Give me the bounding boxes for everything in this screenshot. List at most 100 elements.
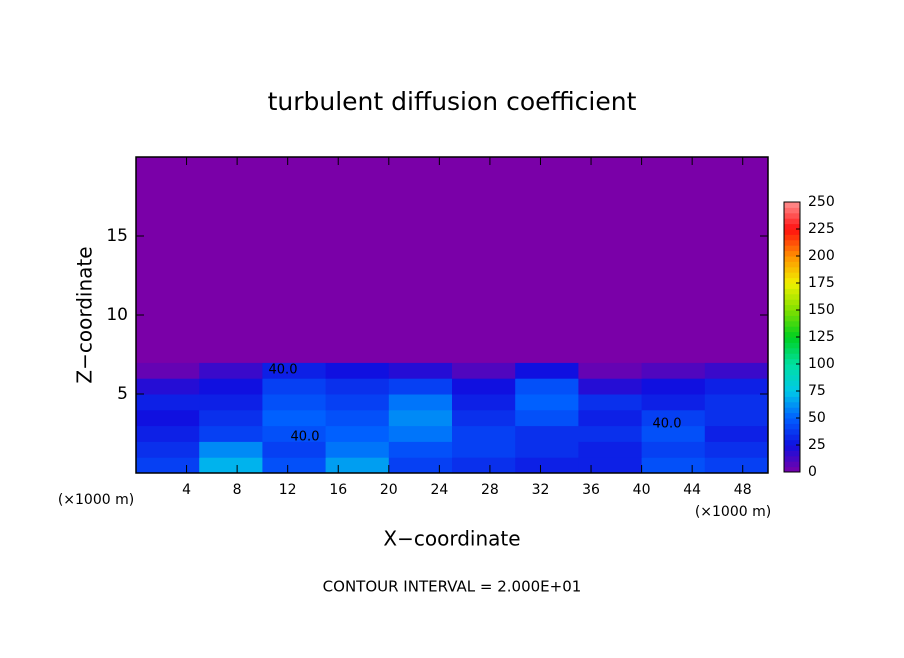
field-cell [325, 409, 390, 427]
x-tick-label: 24 [430, 482, 448, 498]
colorbar-band [784, 358, 800, 365]
colorbar-band [784, 364, 800, 370]
colorbar-tick-label: 0 [808, 464, 817, 480]
field-cell [388, 457, 453, 474]
colorbar-band [784, 326, 800, 333]
field-cell [199, 362, 263, 379]
colorbar-band [784, 434, 800, 441]
colorbar-tick-label: 50 [808, 410, 826, 426]
field-cell [136, 157, 200, 363]
colorbar-band [784, 261, 800, 268]
field-cell [325, 425, 390, 442]
field-cell [641, 362, 706, 379]
field-cell [325, 394, 390, 411]
colorbar-tick-label: 250 [808, 194, 835, 210]
field-cell [262, 457, 327, 474]
y-tick-label: 5 [117, 384, 128, 404]
field-cell [452, 457, 516, 474]
x-tick-label: 32 [532, 482, 550, 498]
colorbar-tick-label: 25 [808, 437, 826, 453]
field-cell [388, 425, 453, 442]
field-cell [136, 409, 200, 427]
colorbar-band [784, 466, 800, 473]
field-cell [136, 425, 200, 442]
x-tick-label: 40 [633, 482, 651, 498]
field-cell [199, 441, 263, 458]
field-cell [388, 394, 453, 411]
field-cell [515, 409, 579, 427]
field-cell [199, 394, 263, 411]
field-cell [199, 425, 263, 442]
colorbar-band [784, 461, 800, 468]
field-cell [704, 409, 769, 427]
colorbar-band [784, 385, 800, 392]
colorbar-band [784, 455, 800, 462]
y-tick-label: 10 [106, 305, 128, 325]
colorbar-band [784, 445, 800, 451]
x-tick-label: 20 [380, 482, 398, 498]
field-cell [262, 362, 327, 379]
field-cell [641, 394, 706, 411]
colorbar-band [784, 239, 800, 246]
colorbar-band [784, 293, 800, 300]
field-cell [452, 378, 516, 395]
colorbar-band [784, 277, 800, 284]
field-cell [262, 425, 327, 442]
field-cell [199, 457, 263, 474]
field-cell [388, 157, 453, 363]
field-cell [704, 425, 769, 442]
colorbar-band [784, 229, 800, 235]
colorbar-band [784, 407, 800, 414]
field-cell [325, 157, 390, 363]
contour-label: 40.0 [653, 417, 682, 432]
field-cell [515, 378, 579, 395]
field-cell [262, 441, 327, 458]
x-tick-label: 36 [582, 482, 600, 498]
field-cell [578, 457, 643, 474]
field-cell [388, 441, 453, 458]
colorbar-band [784, 283, 800, 289]
colorbar-tick-label: 100 [808, 356, 835, 372]
colorbar-band [784, 401, 800, 408]
field-cell [578, 409, 643, 427]
field-cell [452, 362, 516, 379]
contour-label: 40.0 [291, 430, 320, 445]
colorbar-band [784, 353, 800, 360]
colorbar-band [784, 223, 800, 230]
x-tick-label: 28 [481, 482, 499, 498]
colorbar-tick-label: 125 [808, 329, 835, 345]
colorbar-band [784, 380, 800, 387]
field-cell [388, 378, 453, 395]
field-cell [136, 394, 200, 411]
x-tick-label: 44 [683, 482, 701, 498]
colorbar-band [784, 439, 800, 446]
field-cell [325, 378, 390, 395]
y-unit-label: (×1000 m) [58, 492, 134, 508]
field-cell [325, 362, 390, 379]
field-cell [641, 457, 706, 474]
colorbar-band [784, 331, 800, 338]
field-cell [515, 157, 579, 363]
colorbar-band [784, 428, 800, 435]
colorbar-band [784, 218, 800, 225]
colorbar-band [784, 412, 800, 419]
field-cell [578, 425, 643, 442]
colorbar-tick-label: 175 [808, 275, 835, 291]
field-cell [199, 409, 263, 427]
field-cell [325, 441, 390, 458]
field-cell [199, 378, 263, 395]
colorbar-band [784, 369, 800, 376]
colorbar-band [784, 272, 800, 279]
contour-label: 40.0 [269, 363, 298, 378]
field-cell [262, 409, 327, 427]
x-tick-label: 16 [329, 482, 347, 498]
field-cell [452, 425, 516, 442]
field-cell [704, 441, 769, 458]
field-cell [515, 457, 579, 474]
colorbar-band [784, 342, 800, 349]
x-tick-label: 4 [182, 482, 191, 498]
x-tick-label: 48 [734, 482, 752, 498]
y-axis-label: Z−coordinate [73, 246, 97, 383]
colorbar-band [784, 450, 800, 457]
